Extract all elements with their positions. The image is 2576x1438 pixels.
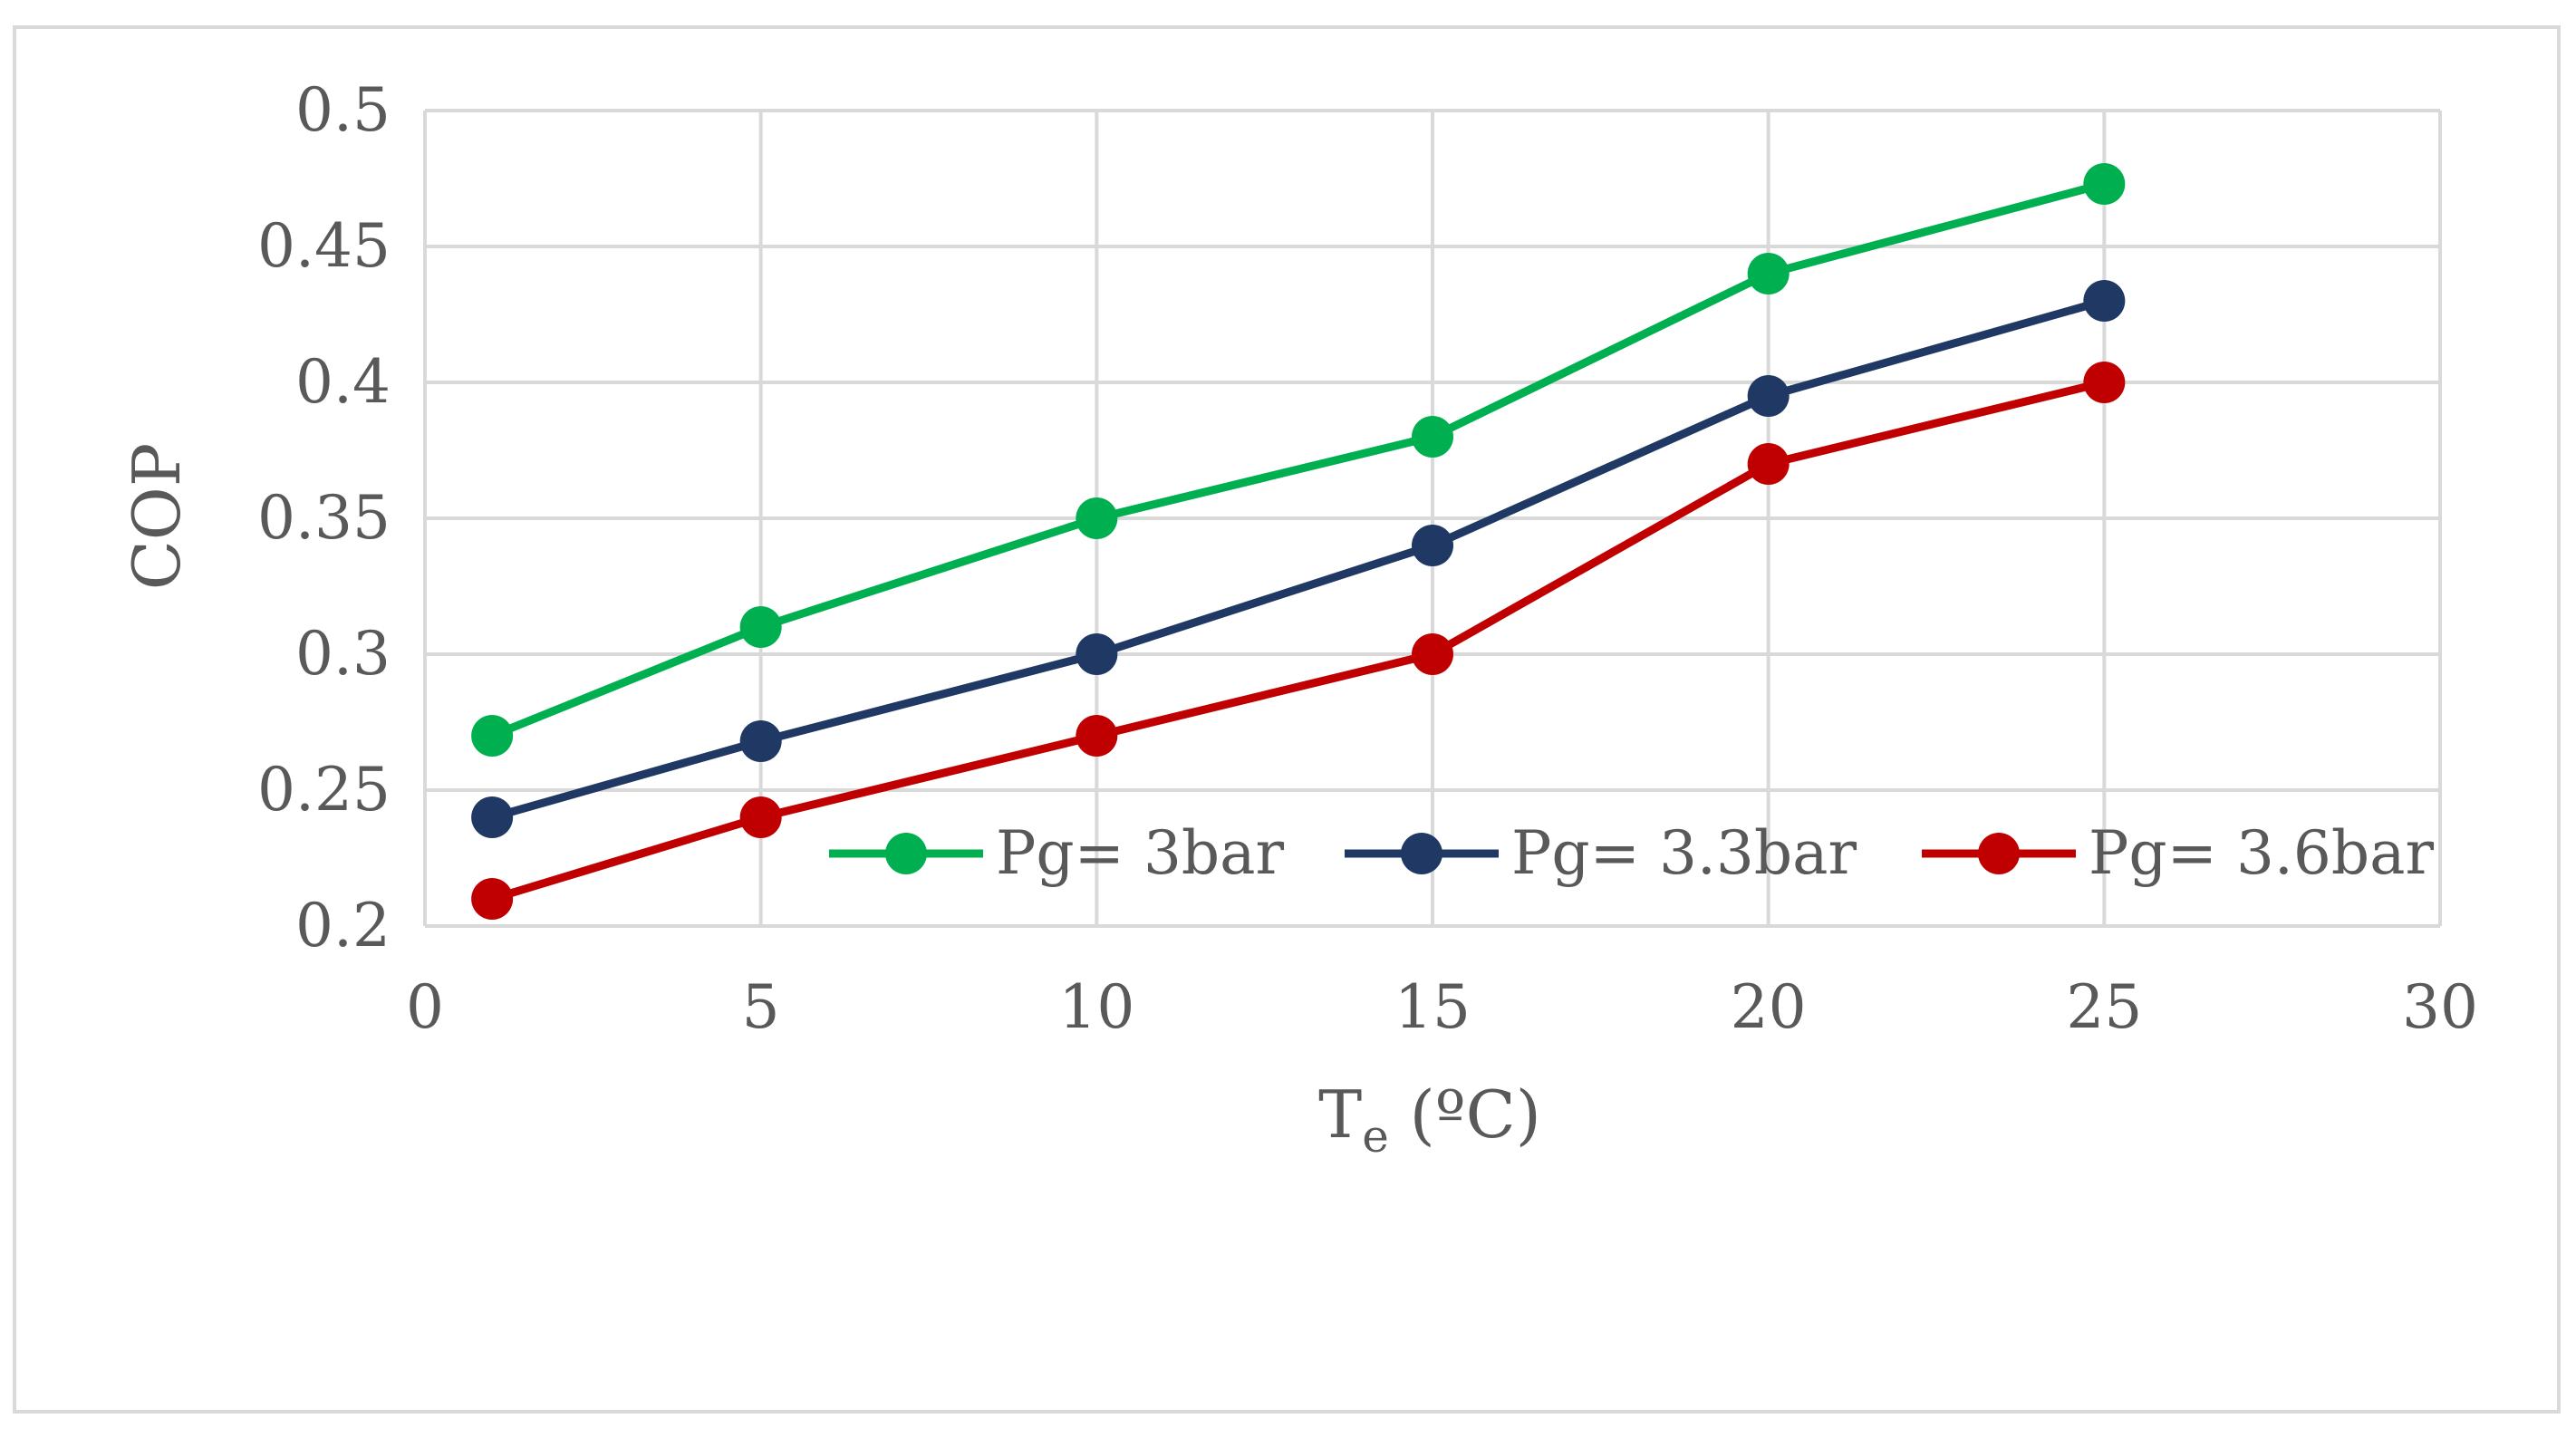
x-axis-title-unit: (ºC) <box>1389 1076 1541 1153</box>
legend: Pg= 3bar Pg= 3.3bar Pg= 3.6bar <box>829 818 2434 888</box>
y-tick-label: 0.45 <box>257 211 391 281</box>
legend-label: Pg= 3.6bar <box>2089 818 2434 888</box>
legend-marker <box>1978 833 2020 874</box>
data-point <box>471 878 514 920</box>
legend-item: Pg= 3.6bar <box>1922 818 2434 888</box>
x-tick-label: 0 <box>406 972 444 1042</box>
data-point <box>2083 280 2126 322</box>
data-point <box>1076 497 1118 539</box>
data-point <box>739 606 782 648</box>
data-point <box>1747 253 1790 294</box>
x-tick-label: 5 <box>742 972 780 1042</box>
legend-label: Pg= 3.3bar <box>1511 818 1857 888</box>
x-axis-title-main: T <box>1318 1076 1362 1153</box>
data-point <box>739 796 782 838</box>
x-axis-title: Te (ºC) <box>1318 1076 1541 1163</box>
x-tick-label: 20 <box>1731 972 1807 1042</box>
grid-lines <box>423 109 2442 928</box>
series-3 <box>471 362 2126 920</box>
series-line <box>490 378 2106 903</box>
legend-item: Pg= 3.3bar <box>1345 818 1857 888</box>
data-point <box>2083 163 2126 205</box>
data-point <box>1076 715 1118 757</box>
chart-frame <box>13 25 2561 1414</box>
legend-marker <box>885 833 927 874</box>
data-point <box>471 796 514 838</box>
tick-labels: 0.2 0.25 0.3 0.35 0.4 0.45 0.5 0 5 10 15 20 25 30 <box>257 75 2478 1042</box>
y-tick-label: 0.25 <box>257 755 391 825</box>
data-point <box>1747 443 1790 485</box>
series-line <box>490 179 2106 740</box>
x-tick-label: 25 <box>2066 972 2142 1042</box>
data-point <box>739 720 782 762</box>
x-tick-label: 15 <box>1394 972 1471 1042</box>
y-tick-label: 0.2 <box>295 891 391 960</box>
y-tick-label: 0.4 <box>295 347 391 417</box>
data-point <box>1076 633 1118 675</box>
x-axis-title-subscript: e <box>1362 1110 1389 1163</box>
data-point <box>471 715 514 757</box>
x-tick-label: 30 <box>2402 972 2478 1042</box>
data-point <box>1412 416 1453 458</box>
y-axis-title: COP <box>119 443 195 591</box>
data-point <box>1412 525 1453 566</box>
data-point <box>1747 375 1790 417</box>
data-point <box>2083 362 2126 403</box>
legend-label: Pg= 3bar <box>996 818 1285 888</box>
y-tick-label: 0.3 <box>295 619 391 689</box>
x-tick-label: 10 <box>1058 972 1134 1042</box>
legend-marker <box>1401 833 1442 874</box>
series-2 <box>471 280 2126 838</box>
series-group <box>471 163 2126 920</box>
data-point <box>1412 633 1453 675</box>
y-tick-label: 0.35 <box>257 483 391 553</box>
y-tick-label: 0.5 <box>295 75 391 145</box>
legend-item: Pg= 3bar <box>829 818 1285 888</box>
series-line <box>490 296 2106 822</box>
series-1 <box>471 163 2126 757</box>
